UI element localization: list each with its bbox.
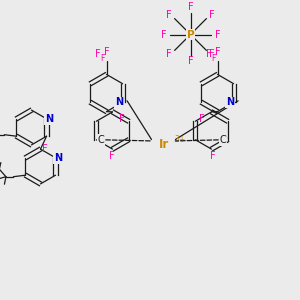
Text: F: F <box>160 29 166 40</box>
Text: F: F <box>167 10 172 20</box>
Text: F: F <box>209 49 214 59</box>
Text: F: F <box>215 47 221 57</box>
Text: F: F <box>104 47 110 57</box>
Text: F: F <box>188 2 193 13</box>
Text: F: F <box>215 29 220 40</box>
Text: F: F <box>211 54 215 63</box>
Text: N: N <box>226 97 234 107</box>
Text: F: F <box>188 56 193 67</box>
Text: C: C <box>220 135 226 145</box>
Text: F: F <box>100 54 104 63</box>
Text: F: F <box>167 49 172 59</box>
Text: N: N <box>45 114 53 124</box>
Text: F: F <box>210 151 215 161</box>
Text: N: N <box>115 97 123 107</box>
Text: F: F <box>206 49 212 59</box>
Text: F: F <box>42 143 47 154</box>
Text: F: F <box>109 151 114 161</box>
Text: C: C <box>98 135 104 145</box>
Text: F: F <box>119 114 125 124</box>
Text: N: N <box>54 153 62 163</box>
Text: 3+: 3+ <box>174 135 186 144</box>
Text: F: F <box>95 49 101 59</box>
Text: F: F <box>209 10 214 20</box>
Text: F: F <box>199 114 205 124</box>
Text: P: P <box>187 29 194 40</box>
Text: Ir: Ir <box>158 137 169 151</box>
